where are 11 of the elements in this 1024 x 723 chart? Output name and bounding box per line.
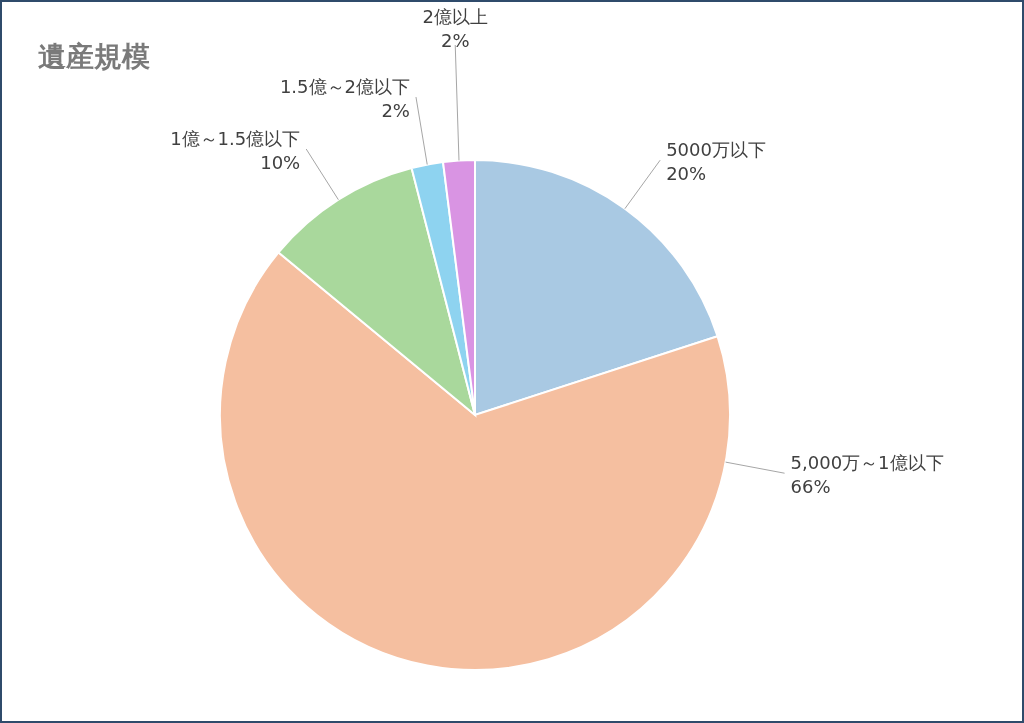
slice-label: 5,000万～1億以下 — [790, 452, 944, 474]
data-label: 2% — [381, 100, 410, 122]
data-label: 2% — [440, 30, 470, 52]
slice-label: 1.5億～2億以下 — [279, 76, 410, 98]
slice-label: 5000万以下 — [666, 139, 766, 161]
data-label: 66% — [790, 476, 831, 498]
slice-label: 2億以上 — [422, 6, 488, 28]
data-label: 20% — [666, 163, 707, 185]
text: 遺産規模 — [38, 40, 150, 73]
slice-label: 1億～1.5億以下 — [170, 128, 301, 150]
data-label: 10% — [260, 152, 301, 174]
